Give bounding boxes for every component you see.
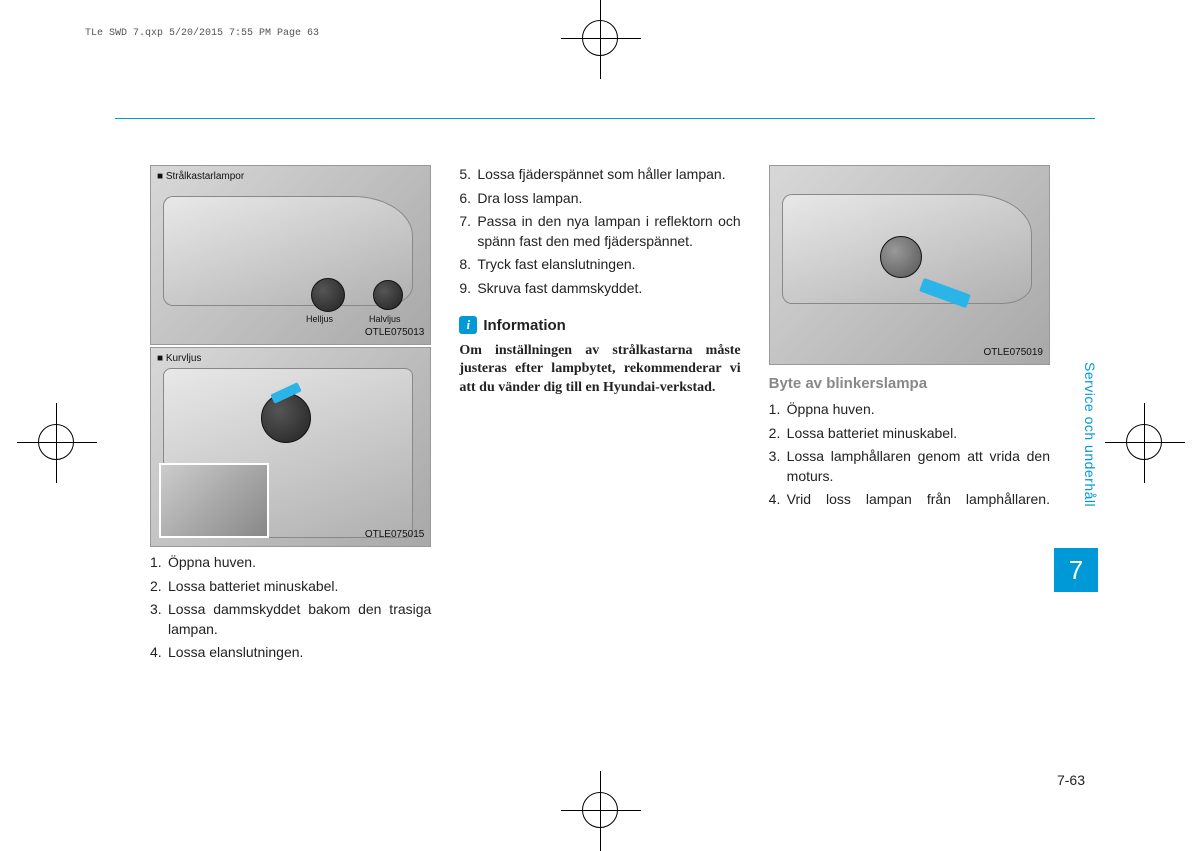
list-item: Lossa fjäderspännet som håller lampan. [459,165,740,185]
info-body: Om inställningen av strålkastarna måste … [459,342,740,399]
list-item: Öppna huven. [150,553,431,573]
chapter-number: 7 [1054,548,1098,592]
info-heading: i Information [459,315,740,336]
detail-inset [159,463,269,538]
cap-icon [311,278,345,312]
steps-list-1: Öppna huven. Lossa batteriet minuskabel.… [150,553,431,663]
list-item: Lossa batteriet minuskabel. [150,577,431,597]
column-1: ■ Strålkastarlampor Helljus Halvljus OTL… [150,165,431,667]
column-2: Lossa fjäderspännet som håller lampan. D… [459,165,740,667]
subheading: Byte av blinkerslampa [769,373,1050,394]
crop-mark-top [582,20,618,56]
crop-mark-right [1126,424,1162,460]
steps-list-2: Lossa fjäderspännet som håller lampan. D… [459,165,740,299]
steps-list-3: Öppna huven. Lossa batteriet minuskabel.… [769,400,1050,510]
figure-title: ■ Kurvljus [157,352,201,366]
content-area: ■ Strålkastarlampor Helljus Halvljus OTL… [150,165,1050,667]
cap-icon [261,393,311,443]
column-3: OTLE075019 Byte av blinkerslampa Öppna h… [769,165,1050,667]
print-header: TLe SWD 7.qxp 5/20/2015 7:55 PM Page 63 [85,28,319,39]
list-item: Vrid loss lampan från lamphållaren. [769,490,1050,510]
list-item: Tryck fast elanslutningen. [459,255,740,275]
figure-label: Helljus [306,313,333,326]
list-item: Lossa dammskyddet bakom den trasiga lamp… [150,600,431,639]
list-item: Lossa lamphållaren genom att vrida den m… [769,447,1050,486]
list-item: Lossa elanslutningen. [150,643,431,663]
figure-id: OTLE075015 [365,528,425,542]
figure-label: Halvljus [369,313,401,326]
cap-icon [373,280,403,310]
page-number: 7-63 [1057,772,1085,788]
figure-id: OTLE075019 [983,346,1043,360]
list-item: Skruva fast dammskyddet. [459,279,740,299]
header-rule [115,118,1095,119]
crop-mark-bottom [582,792,618,828]
list-item: Passa in den nya lampan i reflektorn och… [459,212,740,251]
figure-turn-signal: OTLE075019 [769,165,1050,365]
list-item: Dra loss lampan. [459,189,740,209]
info-title: Information [483,315,566,336]
cap-icon [880,236,922,278]
crop-mark-left [38,424,74,460]
info-icon: i [459,316,477,334]
figure-id: OTLE075013 [365,326,425,340]
list-item: Öppna huven. [769,400,1050,420]
figure-headlights: ■ Strålkastarlampor Helljus Halvljus OTL… [150,165,431,345]
figure-corner-light: ■ Kurvljus OTLE075015 [150,347,431,547]
list-item: Lossa batteriet minuskabel. [769,424,1050,444]
figure-title: ■ Strålkastarlampor [157,170,244,184]
side-tab: Service och underhåll [1082,362,1098,507]
